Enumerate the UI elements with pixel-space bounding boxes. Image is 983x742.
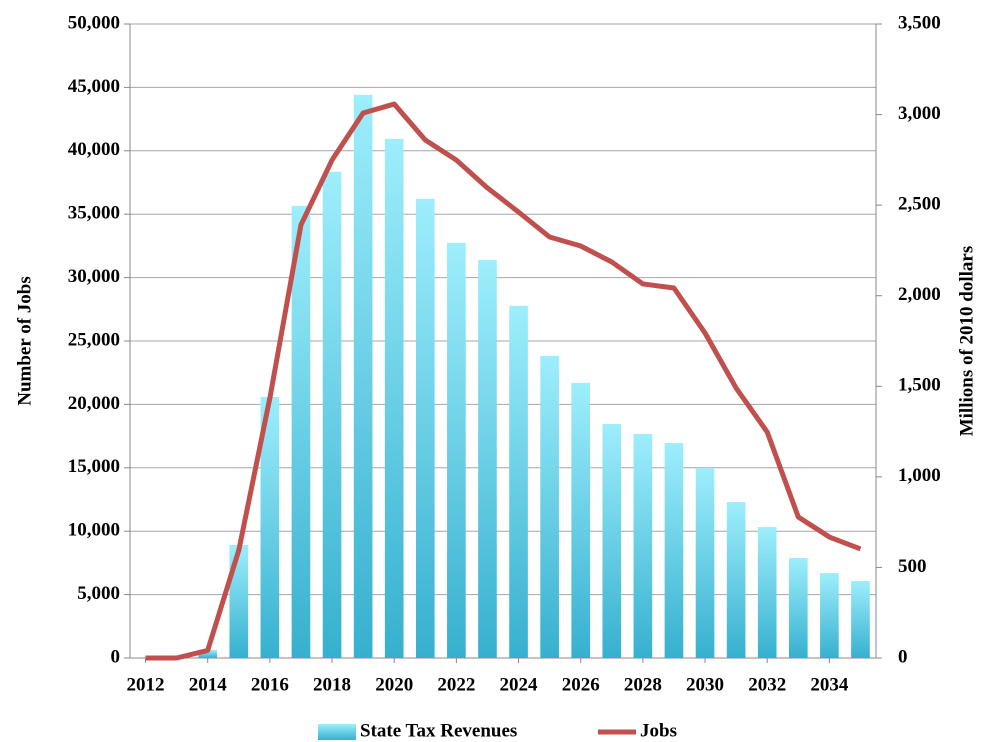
bar bbox=[291, 205, 311, 658]
y2-tick-label: 0 bbox=[898, 646, 908, 667]
bar bbox=[478, 259, 497, 658]
bar bbox=[820, 573, 839, 658]
x-tick-label: 2012 bbox=[127, 674, 165, 695]
y-tick-label: 15,000 bbox=[68, 456, 120, 477]
bar bbox=[198, 649, 218, 658]
bar bbox=[260, 396, 280, 658]
legend-label: Jobs bbox=[640, 720, 677, 741]
bar bbox=[509, 305, 528, 658]
y2-tick-label: 2,500 bbox=[898, 194, 941, 215]
legend-swatch bbox=[318, 724, 356, 740]
x-tick-label: 2028 bbox=[624, 674, 662, 695]
y-tick-label: 25,000 bbox=[68, 329, 120, 350]
y-tick-label: 5,000 bbox=[77, 583, 120, 604]
y-tick-label: 30,000 bbox=[68, 266, 120, 287]
bar bbox=[602, 423, 622, 658]
y-tick-label: 50,000 bbox=[68, 12, 120, 33]
x-tick-label: 2022 bbox=[437, 674, 475, 695]
bar bbox=[415, 198, 435, 658]
y2-tick-label: 1,500 bbox=[898, 375, 941, 396]
x-tick-label: 2014 bbox=[189, 674, 228, 695]
y2-tick-label: 2,000 bbox=[898, 284, 941, 305]
bar bbox=[447, 242, 466, 659]
y-tick-label: 45,000 bbox=[68, 76, 120, 97]
bar bbox=[726, 502, 746, 658]
line bbox=[145, 101, 862, 661]
bar bbox=[695, 467, 715, 658]
x-tick-label: 2032 bbox=[748, 674, 786, 695]
y2-axis-title: Millions of 2010 dollars bbox=[956, 246, 977, 437]
bar bbox=[540, 355, 559, 658]
y-tick-label: 20,000 bbox=[68, 393, 120, 414]
y2-tick-label: 500 bbox=[898, 556, 927, 577]
y-tick-label: 10,000 bbox=[68, 520, 120, 541]
y2-tick-label: 3,500 bbox=[898, 12, 941, 33]
bar bbox=[229, 544, 249, 658]
bar bbox=[571, 382, 591, 658]
y-tick-label: 35,000 bbox=[68, 203, 120, 224]
x-tick-label: 2026 bbox=[562, 674, 600, 695]
x-tick-label: 2030 bbox=[686, 674, 724, 695]
legend-label: State Tax Revenues bbox=[360, 720, 517, 741]
x-tick-label: 2020 bbox=[375, 674, 413, 695]
y-tick-label: 0 bbox=[111, 646, 121, 667]
bar bbox=[384, 138, 404, 658]
x-tick-label: 2034 bbox=[810, 674, 849, 695]
bar bbox=[633, 433, 653, 658]
bar bbox=[851, 581, 870, 658]
y-axis-title: Number of Jobs bbox=[14, 276, 35, 406]
bar bbox=[757, 527, 777, 658]
x-tick-label: 2018 bbox=[313, 674, 351, 695]
bar bbox=[353, 94, 373, 659]
y2-tick-label: 3,000 bbox=[898, 103, 941, 124]
y-tick-label: 40,000 bbox=[68, 139, 120, 160]
x-tick-label: 2016 bbox=[251, 674, 289, 695]
x-tick-label: 2024 bbox=[500, 674, 539, 695]
bar bbox=[322, 171, 342, 659]
y2-tick-label: 1,000 bbox=[898, 465, 941, 486]
bar bbox=[664, 442, 684, 658]
bar bbox=[788, 558, 808, 658]
